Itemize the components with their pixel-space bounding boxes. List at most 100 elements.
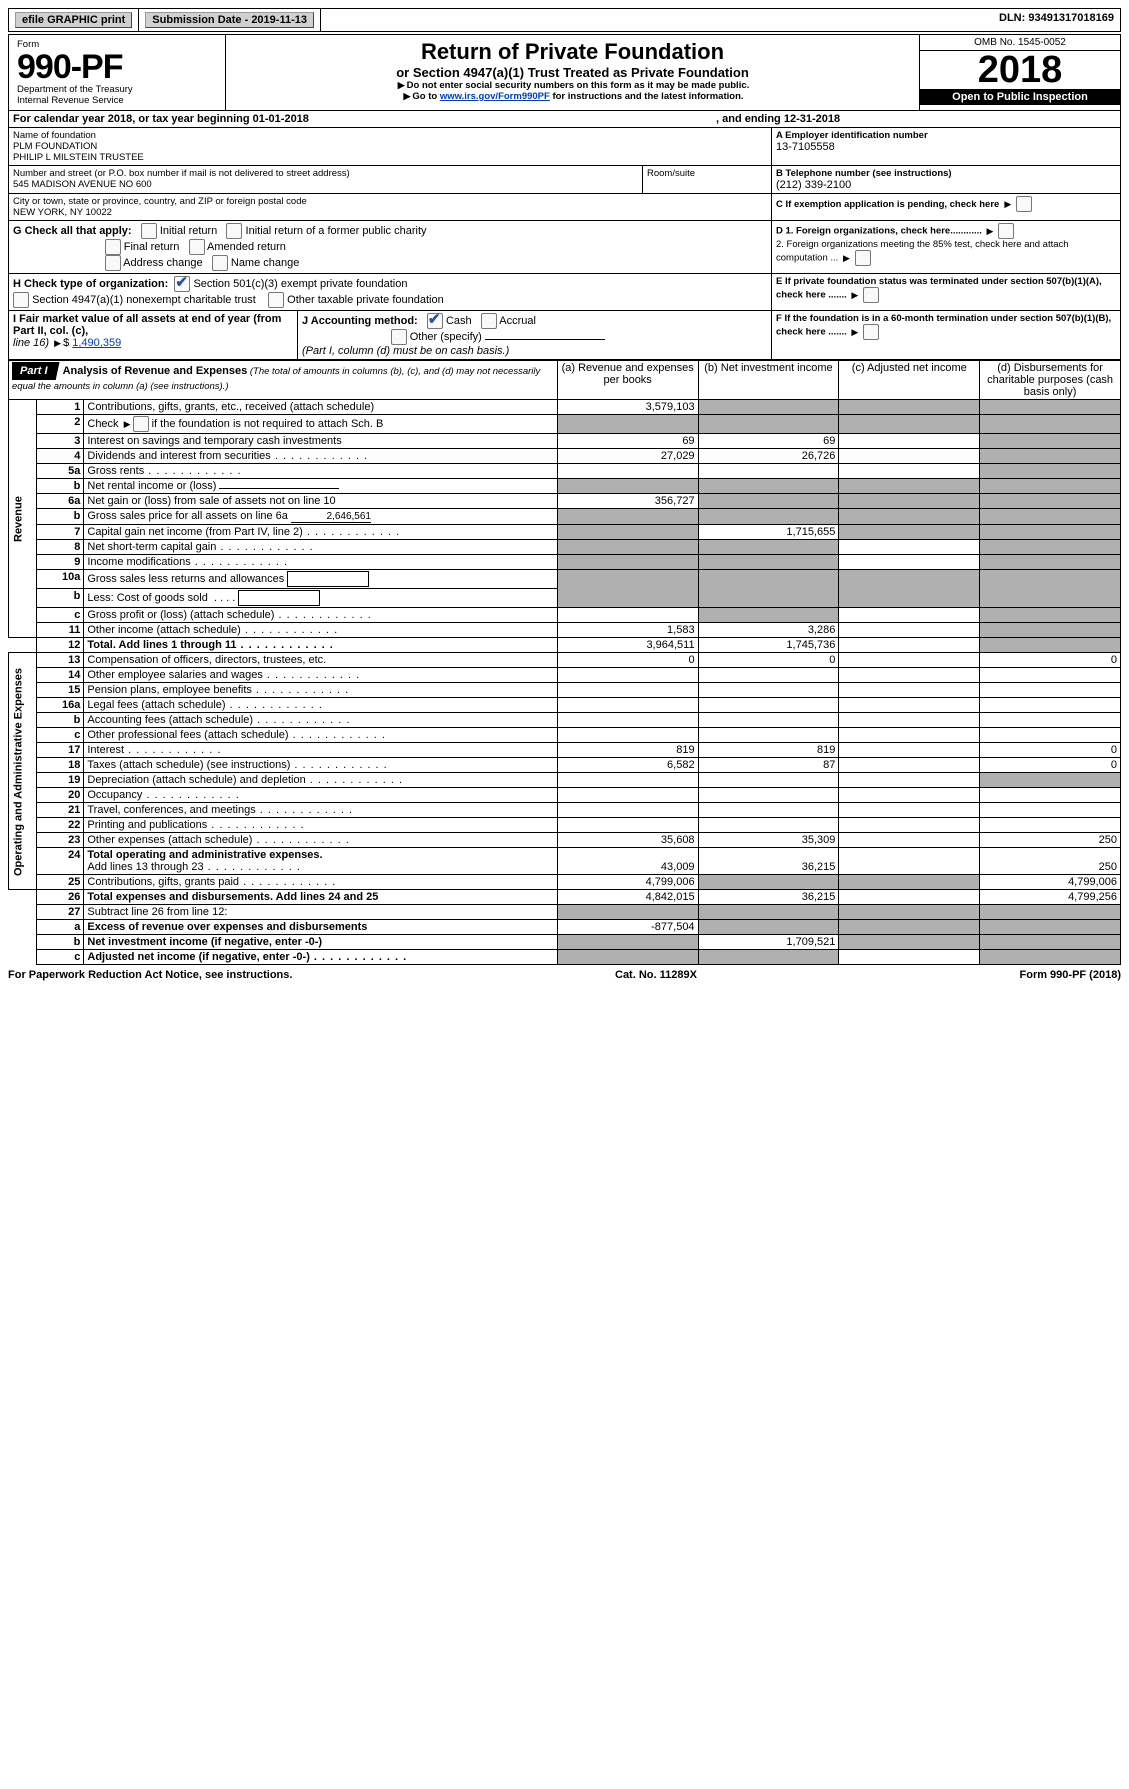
line-desc: Legal fees (attach schedule) [84, 698, 557, 713]
j-other-cbx[interactable] [391, 329, 407, 345]
form-title: Return of Private Foundation [234, 39, 911, 65]
h-opt3: Other taxable private foundation [287, 294, 444, 306]
j-accrual: Accrual [499, 315, 536, 327]
f-checkbox[interactable] [863, 324, 879, 340]
footer-mid: Cat. No. 11289X [615, 969, 697, 981]
col-d-val: 0 [980, 758, 1121, 773]
entity-row-3: City or town, state or province, country… [8, 194, 1121, 221]
line-num: 27 [36, 905, 84, 920]
j-cash-cbx[interactable] [427, 313, 443, 329]
h-label: H Check type of organization: [13, 278, 168, 290]
line-desc: Gross rents [84, 464, 557, 479]
col-b-val: 69 [698, 434, 839, 449]
line-num: 18 [36, 758, 84, 773]
line-num: 13 [36, 653, 84, 668]
efile-graphic-btn[interactable]: efile GRAPHIC print [15, 12, 132, 28]
g-amended-cbx[interactable] [189, 239, 205, 255]
h-4947-cbx[interactable] [13, 292, 29, 308]
line-num: 1 [36, 400, 84, 415]
submission-date-btn[interactable]: Submission Date - 2019-11-13 [145, 12, 314, 28]
h-501c3-cbx[interactable] [174, 276, 190, 292]
line-num: c [36, 608, 84, 623]
j-cash: Cash [446, 315, 472, 327]
line-desc: Interest [84, 743, 557, 758]
col-a-val: 3,579,103 [557, 400, 698, 415]
addr-label: Number and street (or P.O. box number if… [13, 168, 638, 179]
g-opt1: Initial return [160, 225, 217, 237]
col-b-val: 26,726 [698, 449, 839, 464]
phone-value: (212) 339-2100 [776, 179, 1116, 191]
line-num: 21 [36, 803, 84, 818]
line-desc: Excess of revenue over expenses and disb… [84, 920, 557, 935]
table-row: 3Interest on savings and temporary cash … [9, 434, 1121, 449]
ein-label: A Employer identification number [776, 130, 1116, 141]
line-desc: Gross profit or (loss) (attach schedule) [84, 608, 557, 623]
col-a-val: 6,582 [557, 758, 698, 773]
arrow-icon [985, 226, 996, 237]
line-desc: Accounting fees (attach schedule) [84, 713, 557, 728]
line-desc: Income modifications [84, 555, 557, 570]
part1-title: Analysis of Revenue and Expenses [63, 365, 248, 377]
arrow-icon [849, 327, 860, 338]
h-e-row: H Check type of organization: Section 50… [8, 274, 1121, 311]
col-d-val: 0 [980, 653, 1121, 668]
line-desc: Gross sales less returns and allowances [87, 573, 284, 585]
schb-checkbox[interactable] [133, 416, 149, 432]
h-other-cbx[interactable] [268, 292, 284, 308]
line-num: b [36, 713, 84, 728]
goto-post: for instructions and the latest informat… [550, 91, 744, 102]
city-label: City or town, state or province, country… [13, 196, 767, 207]
table-row: 2Check if the foundation is not required… [9, 415, 1121, 434]
line-num: c [36, 950, 84, 965]
line-num: 3 [36, 434, 84, 449]
g-address-cbx[interactable] [105, 255, 121, 271]
line-desc: Contributions, gifts, grants paid [84, 875, 557, 890]
col-d-val: 250 [980, 833, 1121, 848]
e-checkbox[interactable] [863, 287, 879, 303]
table-row: 11Other income (attach schedule)1,5833,2… [9, 623, 1121, 638]
line-desc: Adjusted net income (if negative, enter … [84, 950, 557, 965]
table-row: 22Printing and publications [9, 818, 1121, 833]
arrow-icon [52, 337, 63, 349]
line-desc: Taxes (attach schedule) (see instruction… [84, 758, 557, 773]
table-row: 19Depreciation (attach schedule) and dep… [9, 773, 1121, 788]
col-b-val: 1,715,655 [698, 525, 839, 540]
col-a-val: 0 [557, 653, 698, 668]
line-desc: Pension plans, employee benefits [84, 683, 557, 698]
h-opt1: Section 501(c)(3) exempt private foundat… [193, 278, 407, 290]
g-final-cbx[interactable] [105, 239, 121, 255]
c-label: C If exemption application is pending, c… [776, 199, 999, 210]
table-row: Revenue 1Contributions, gifts, grants, e… [9, 400, 1121, 415]
col-a-val: -877,504 [557, 920, 698, 935]
table-header-row: Part I Analysis of Revenue and Expenses … [9, 361, 1121, 400]
line-desc: Occupancy [84, 788, 557, 803]
line-num: 8 [36, 540, 84, 555]
table-row: cAdjusted net income (if negative, enter… [9, 950, 1121, 965]
addr-value: 545 MADISON AVENUE NO 600 [13, 179, 638, 190]
g-name-cbx[interactable] [212, 255, 228, 271]
table-row: cOther professional fees (attach schedul… [9, 728, 1121, 743]
line-num: 24 [36, 848, 84, 875]
g-initial-cbx[interactable] [141, 223, 157, 239]
table-row: 4Dividends and interest from securities2… [9, 449, 1121, 464]
table-row: 14Other employee salaries and wages [9, 668, 1121, 683]
j-accrual-cbx[interactable] [481, 313, 497, 329]
g-opt5: Address change [123, 257, 203, 269]
c-checkbox[interactable] [1016, 196, 1032, 212]
g-initial-former-cbx[interactable] [226, 223, 242, 239]
d2-label: 2. Foreign organizations meeting the 85%… [776, 239, 1069, 264]
col-a-val: 819 [557, 743, 698, 758]
calendar-year-row: For calendar year 2018, or tax year begi… [8, 111, 1121, 128]
line-desc: Dividends and interest from securities [84, 449, 557, 464]
col-a-val: 356,727 [557, 494, 698, 509]
col-b-val: 36,215 [698, 890, 839, 905]
fmv-link[interactable]: 1,490,359 [72, 337, 121, 349]
i-line16: line 16) [13, 337, 49, 349]
irs-link[interactable]: www.irs.gov/Form990PF [440, 91, 550, 102]
footer-left: For Paperwork Reduction Act Notice, see … [8, 969, 292, 981]
table-row: 26Total expenses and disbursements. Add … [9, 890, 1121, 905]
d1-checkbox[interactable] [998, 223, 1014, 239]
line-num: 14 [36, 668, 84, 683]
d2-checkbox[interactable] [855, 250, 871, 266]
col-b-val: 35,309 [698, 833, 839, 848]
